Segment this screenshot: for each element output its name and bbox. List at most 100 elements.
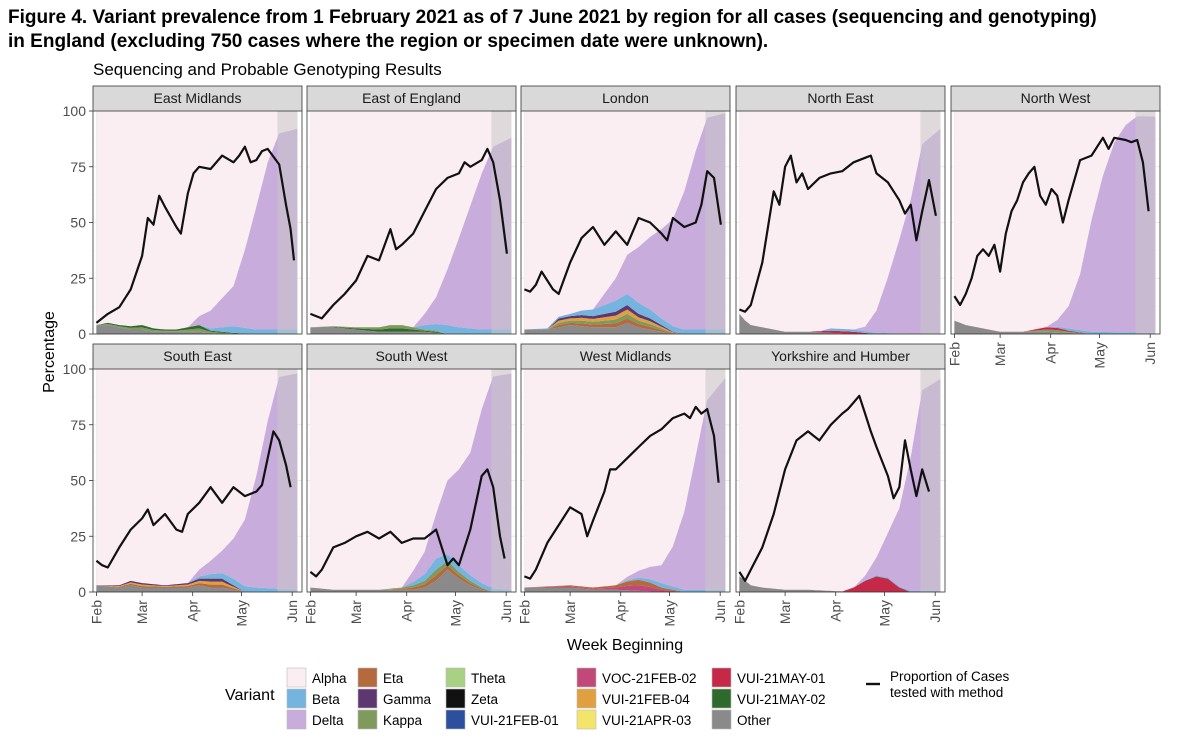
legend-line-label-2: tested with method [890,685,1003,700]
area-minor-variant [524,318,726,334]
x-tick-label: Feb [302,600,318,624]
panel-east-of-england: East of England [306,85,517,335]
panel-border [520,110,731,335]
area-minor-variant [739,576,941,592]
shaded-incomplete-period [705,369,726,592]
panel-south-east: South East 0 25 50 75 100 Feb Mar Apr May Jun [63,343,303,626]
shaded-incomplete-period [491,111,512,334]
chart-subtitle: Sequencing and Probable Genotyping Resul… [93,60,442,79]
panel-west-midlands: West Midlands Feb Mar Apr May Jun [516,343,731,626]
panel-strip [306,343,517,370]
area-delta [96,128,298,330]
legend-item-label: Gamma [383,692,432,707]
x-tick-label: Feb [88,600,104,624]
proportion-tested-line [95,145,296,324]
x-tick-label: Apr [185,600,201,622]
area-delta [310,373,512,590]
x-tick-label: Apr [613,600,629,622]
y-tick-label: 75 [70,159,86,175]
y-tick-label: 50 [70,473,86,489]
area-beta [524,577,726,592]
proportion-tested-line [524,405,720,580]
panel-strip-label: East of England [362,90,461,106]
area-beta [739,575,941,592]
area-minor-variant [524,585,726,592]
panel-strip-label: London [602,90,649,106]
panel-east-midlands: East Midlands 0 25 50 75 100 [63,85,303,342]
panel-strip [950,85,1161,112]
panel-strip-label: North East [807,90,873,106]
x-tick-label: Apr [828,600,844,622]
legend-swatch [445,688,466,709]
panel-strip [306,85,517,112]
legend-swatch [711,709,732,730]
area-beta [524,293,726,334]
legend-item-label: Other [737,713,771,728]
panel-north-west: North West Feb Mar Apr May Jun [946,85,1161,368]
legend-item-label: Alpha [312,671,347,686]
legend-item-label: Zeta [471,692,499,707]
panel-border [735,368,946,593]
area-minor-variant [96,583,298,592]
x-tick-label: Feb [516,600,532,624]
area-alpha [524,369,726,592]
y-tick-label: 100 [63,361,87,377]
x-tick-label: Mar [134,600,150,624]
panel-strip-label: East Midlands [154,90,242,106]
area-delta [524,377,726,590]
x-axis-title: Week Beginning [567,637,683,654]
area-other [310,327,512,334]
x-tick-label: Mar [348,600,364,624]
area-other [524,587,726,592]
x-tick-label: May [1092,342,1108,368]
legend-swatch [445,709,466,730]
area-beta [310,554,512,592]
area-minor-variant [524,309,726,334]
y-tick-label: 100 [63,103,87,119]
area-beta [96,322,298,334]
legend-item-label: Delta [312,713,344,728]
figure-title-line-1: Figure 4. Variant prevalence from 1 Febr… [8,7,1097,28]
area-minor-variant [524,313,726,334]
legend-swatch [286,688,307,709]
legend-item-label: VUI-21APR-03 [602,713,691,728]
y-tick-label: 25 [70,270,86,286]
panel-strip-label: Yorkshire and Humber [771,348,910,364]
y-axis-title: Percentage [41,311,58,393]
x-tick-label: Jun [1142,342,1158,365]
legend-swatch [286,709,307,730]
figure-title: Figure 4. Variant prevalence from 1 Febr… [8,6,1193,54]
legend-item-label: Theta [471,671,506,686]
x-tick-label: May [448,600,464,626]
proportion-tested-line [309,468,506,578]
area-beta [310,324,512,334]
legend-swatch [357,709,378,730]
shaded-incomplete-period [1135,111,1156,334]
y-tick-label: 0 [78,584,86,600]
y-tick-label: 0 [78,326,86,342]
area-beta [739,313,941,334]
x-tick-label: May [662,600,678,626]
panel-strip [735,85,946,112]
legend-swatch [445,667,466,688]
figure-title-line-2: in England (excluding 750 cases where th… [8,31,769,52]
y-tick-label: 50 [70,215,86,231]
shaded-incomplete-period [277,369,298,592]
area-delta [524,113,726,330]
area-other [96,585,298,592]
legend-swatch [286,667,307,688]
legend-swatch [576,709,597,730]
area-other [954,320,1156,334]
x-tick-label: Feb [731,600,747,624]
legend-item-label: Eta [383,671,404,686]
legend-swatch [576,688,597,709]
proportion-tested-line [953,136,1150,307]
panel-strip-label: West Midlands [580,348,672,364]
proportion-tested-line [739,154,937,313]
area-other [310,569,512,592]
area-other [96,325,298,334]
area-delta [739,379,941,592]
area-delta [954,116,1156,333]
shaded-incomplete-period [277,111,298,334]
